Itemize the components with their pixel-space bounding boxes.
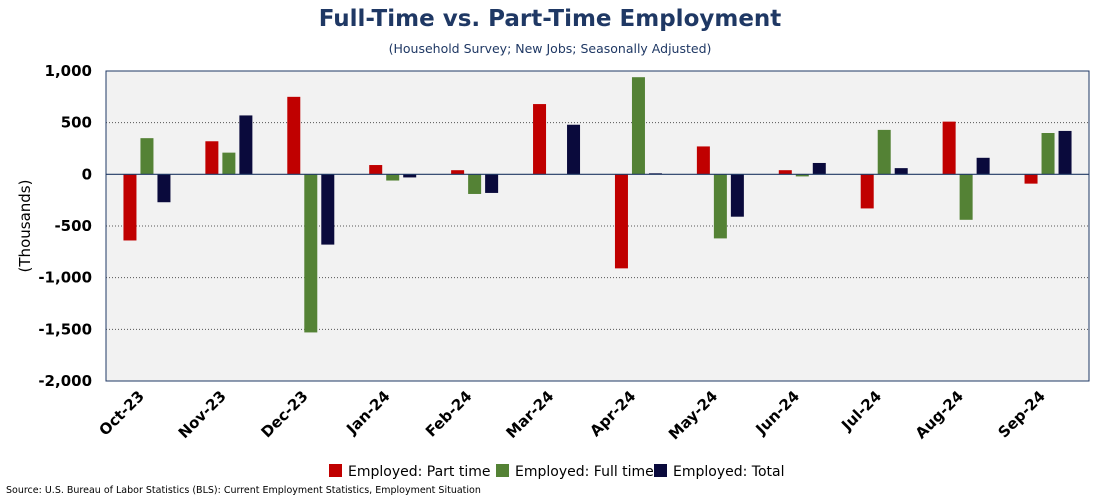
bar-Jul-24-employed-part-time — [860, 174, 874, 209]
bar-May-24-employed-total — [730, 174, 744, 217]
x-tick-label: Jul-24 — [837, 387, 885, 435]
x-tick-label: Oct-23 — [96, 387, 148, 439]
bar-Oct-23-employed-full-time — [140, 138, 154, 175]
gridlines — [106, 122, 1089, 330]
bar-Jun-24-employed-part-time — [778, 170, 792, 175]
y-tick-label: -1,500 — [38, 320, 92, 338]
x-tick-label: Dec-23 — [257, 387, 311, 441]
x-tick-label: Mar-24 — [503, 387, 558, 442]
y-tick-label: -1,000 — [38, 269, 92, 287]
bar-Feb-24-employed-part-time — [451, 170, 465, 175]
bar-Jan-24-employed-full-time — [386, 174, 400, 181]
y-tick-label: -500 — [54, 217, 92, 235]
bar-series — [123, 77, 1072, 333]
bar-Dec-23-employed-full-time — [304, 174, 318, 333]
bar-Dec-23-employed-part-time — [287, 96, 301, 175]
bar-Sep-24-employed-total — [1058, 130, 1072, 175]
bar-Mar-24-employed-part-time — [533, 104, 547, 175]
bar-Nov-23-employed-part-time — [205, 141, 219, 175]
bar-Dec-23-employed-total — [321, 174, 335, 245]
bar-Nov-23-employed-total — [239, 115, 253, 175]
x-tick-label: Aug-24 — [912, 387, 967, 442]
bar-Jul-24-employed-full-time — [877, 129, 891, 175]
y-axis-ticks: 1,000 500 0 -500 -1,000 -1,500 -2,000 — [38, 62, 92, 390]
bar-Aug-24-employed-total — [976, 157, 990, 175]
x-tick-label: Sep-24 — [995, 387, 1049, 441]
legend-swatch — [496, 464, 509, 477]
chart-title: Full-Time vs. Part-Time Employment — [318, 6, 782, 32]
x-tick-label: Apr-24 — [586, 387, 639, 440]
bar-Mar-24-employed-total — [567, 124, 581, 175]
legend-label: Employed: Total — [673, 464, 784, 480]
bar-Apr-24-employed-part-time — [614, 174, 628, 269]
bar-Oct-23-employed-part-time — [123, 174, 137, 241]
x-axis-ticks: Oct-23 Nov-23 Dec-23 Jan-24 Feb-24 Mar-24 Apr-… — [96, 387, 1049, 443]
x-tick-label: May-24 — [665, 387, 721, 443]
x-tick-label: Jun-24 — [751, 387, 803, 439]
legend: Employed: Part time Employed: Full time Em… — [329, 464, 784, 480]
legend-label: Employed: Part time — [348, 464, 491, 480]
bar-Oct-23-employed-total — [157, 174, 171, 203]
bar-May-24-employed-full-time — [713, 174, 727, 239]
source-note: Source: U.S. Bureau of Labor Statistics … — [6, 485, 481, 496]
bar-Feb-24-employed-total — [485, 174, 499, 193]
bar-May-24-employed-part-time — [696, 146, 710, 175]
legend-swatch — [654, 464, 667, 477]
legend-label: Employed: Full time — [515, 464, 654, 480]
x-tick-label: Jan-24 — [342, 387, 393, 438]
chart-subtitle: (Household Survey; New Jobs; Seasonally … — [388, 41, 712, 56]
x-tick-label: Feb-24 — [422, 387, 475, 440]
bar-Sep-24-employed-part-time — [1024, 174, 1038, 184]
bar-Jun-24-employed-total — [812, 162, 826, 175]
bar-Nov-23-employed-full-time — [222, 152, 236, 175]
legend-swatch — [329, 464, 342, 477]
bar-Sep-24-employed-full-time — [1041, 133, 1055, 175]
bar-Feb-24-employed-full-time — [468, 174, 482, 194]
bar-Jan-24-employed-total — [403, 174, 417, 178]
y-tick-label: 500 — [61, 114, 92, 132]
x-tick-label: Nov-23 — [175, 387, 230, 442]
bar-Jan-24-employed-part-time — [369, 165, 383, 175]
bar-Jul-24-employed-total — [894, 168, 908, 175]
bar-Jun-24-employed-full-time — [795, 174, 809, 177]
y-tick-label: 1,000 — [45, 62, 92, 80]
bar-Apr-24-employed-full-time — [631, 77, 645, 175]
bar-Aug-24-employed-part-time — [942, 121, 956, 175]
y-axis-label: (Thousands) — [16, 180, 34, 273]
plot-border — [105, 70, 1090, 382]
y-tick-label: 0 — [82, 165, 92, 183]
bar-Aug-24-employed-full-time — [959, 174, 973, 220]
y-tick-label: -2,000 — [38, 372, 92, 390]
